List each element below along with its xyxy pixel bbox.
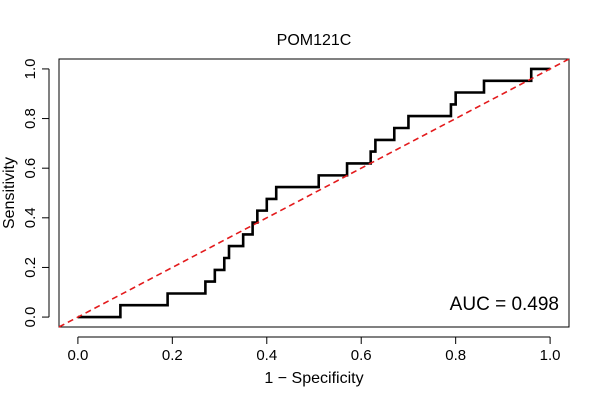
roc-curve bbox=[77, 67, 551, 319]
auc-annotation: AUC = 0.498 bbox=[450, 294, 559, 315]
x-tick-label: 0.6 bbox=[351, 347, 372, 364]
y-tick-label: 0.6 bbox=[22, 158, 39, 179]
y-tick-label: 1.0 bbox=[22, 58, 39, 79]
y-axis-label: Sensitivity bbox=[1, 157, 18, 229]
y-tick-label: 0.0 bbox=[22, 307, 39, 328]
x-tick-label: 0.2 bbox=[162, 347, 183, 364]
plot-layer: 0.0 0.2 0.4 0.6 0.8 1.0 0.0 0.2 0.4 0.6 0.8 1.0 bbox=[22, 58, 570, 364]
reference-diagonal-line bbox=[58, 58, 570, 328]
x-tick-label: 1.0 bbox=[540, 347, 561, 364]
x-axis-label: 1 − Specificity bbox=[264, 370, 363, 387]
x-tick-label: 0.4 bbox=[256, 347, 277, 364]
y-tick-label: 0.8 bbox=[22, 108, 39, 129]
plot-frame bbox=[58, 58, 570, 328]
chart-title: POM121C bbox=[277, 32, 352, 49]
y-tick-label: 0.4 bbox=[22, 207, 39, 228]
x-tick-label: 0.0 bbox=[67, 347, 88, 364]
x-tick-label: 0.8 bbox=[445, 347, 466, 364]
y-tick-label: 0.2 bbox=[22, 257, 39, 278]
